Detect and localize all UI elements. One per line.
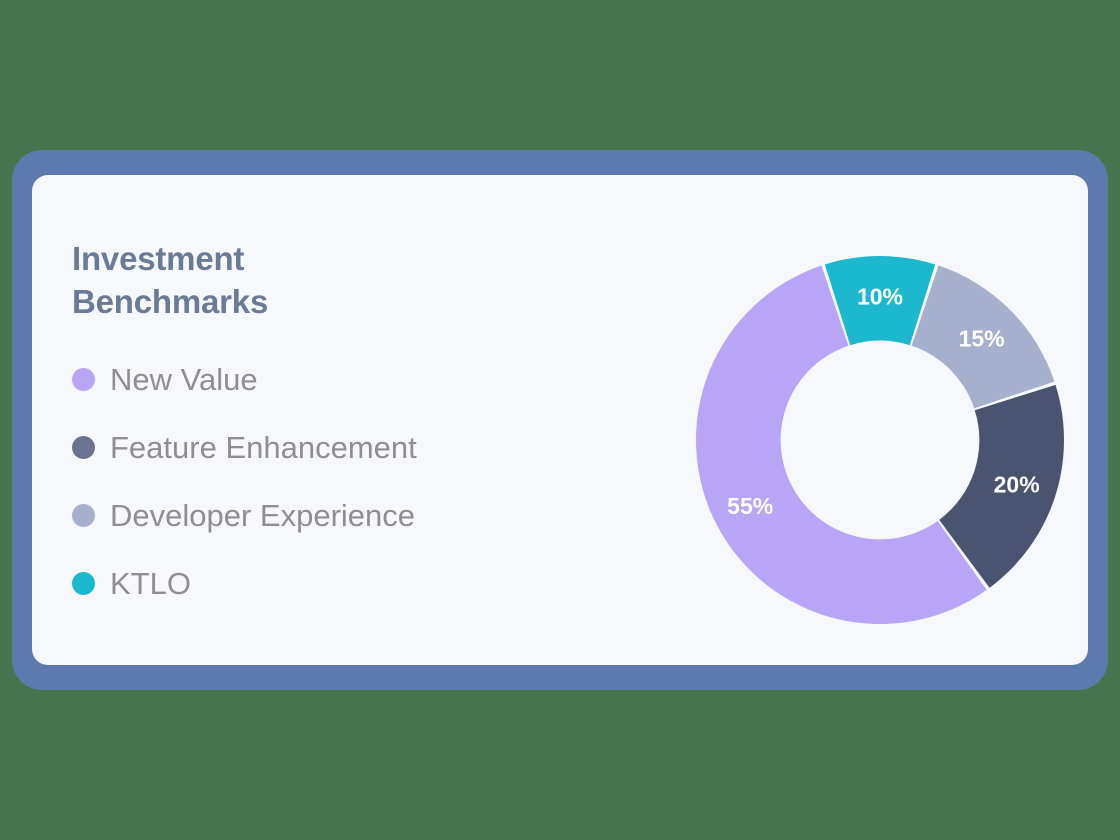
legend-item-label: Developer Experience (110, 497, 416, 533)
legend-item[interactable]: Developer Experience (72, 481, 542, 549)
legend-item[interactable]: New Value (72, 345, 542, 413)
donut-slice[interactable] (911, 265, 1055, 409)
donut-slice-label: 10% (857, 283, 903, 309)
legend-item[interactable]: Feature Enhancement (72, 413, 542, 481)
page-title: Investment Benchmarks (72, 240, 269, 321)
legend-item-label: KTLO (110, 565, 191, 601)
card-frame: Investment Benchmarks New Value Feature E… (12, 150, 1108, 690)
donut-slice-label: 55% (727, 493, 773, 519)
legend-swatch-icon (72, 503, 95, 527)
donut-slice[interactable] (939, 384, 1064, 588)
donut-slice-label: 15% (959, 325, 1005, 351)
legend-item-label: New Value (110, 361, 258, 397)
legend-swatch-icon (72, 435, 95, 459)
donut-slice-label: 20% (994, 471, 1040, 497)
chart-legend: New Value Feature Enhancement Developer Ex… (72, 345, 542, 617)
card-surface: Investment Benchmarks New Value Feature E… (32, 175, 1088, 665)
legend-item-label: Feature Enhancement (110, 429, 417, 465)
donut-chart: 10% 15% 20% 55% (680, 240, 1080, 640)
donut-slice[interactable] (824, 256, 936, 346)
legend-swatch-icon (72, 571, 95, 595)
donut-chart-svg: 10% 15% 20% 55% (696, 256, 1064, 625)
donut-slice[interactable] (696, 265, 987, 625)
info-panel: Investment Benchmarks New Value Feature E… (72, 237, 542, 617)
legend-item[interactable]: KTLO (72, 549, 542, 617)
legend-swatch-icon (72, 367, 95, 391)
donut-label-group: 10% 15% 20% 55% (727, 283, 1039, 519)
donut-slice-group (696, 256, 1064, 625)
